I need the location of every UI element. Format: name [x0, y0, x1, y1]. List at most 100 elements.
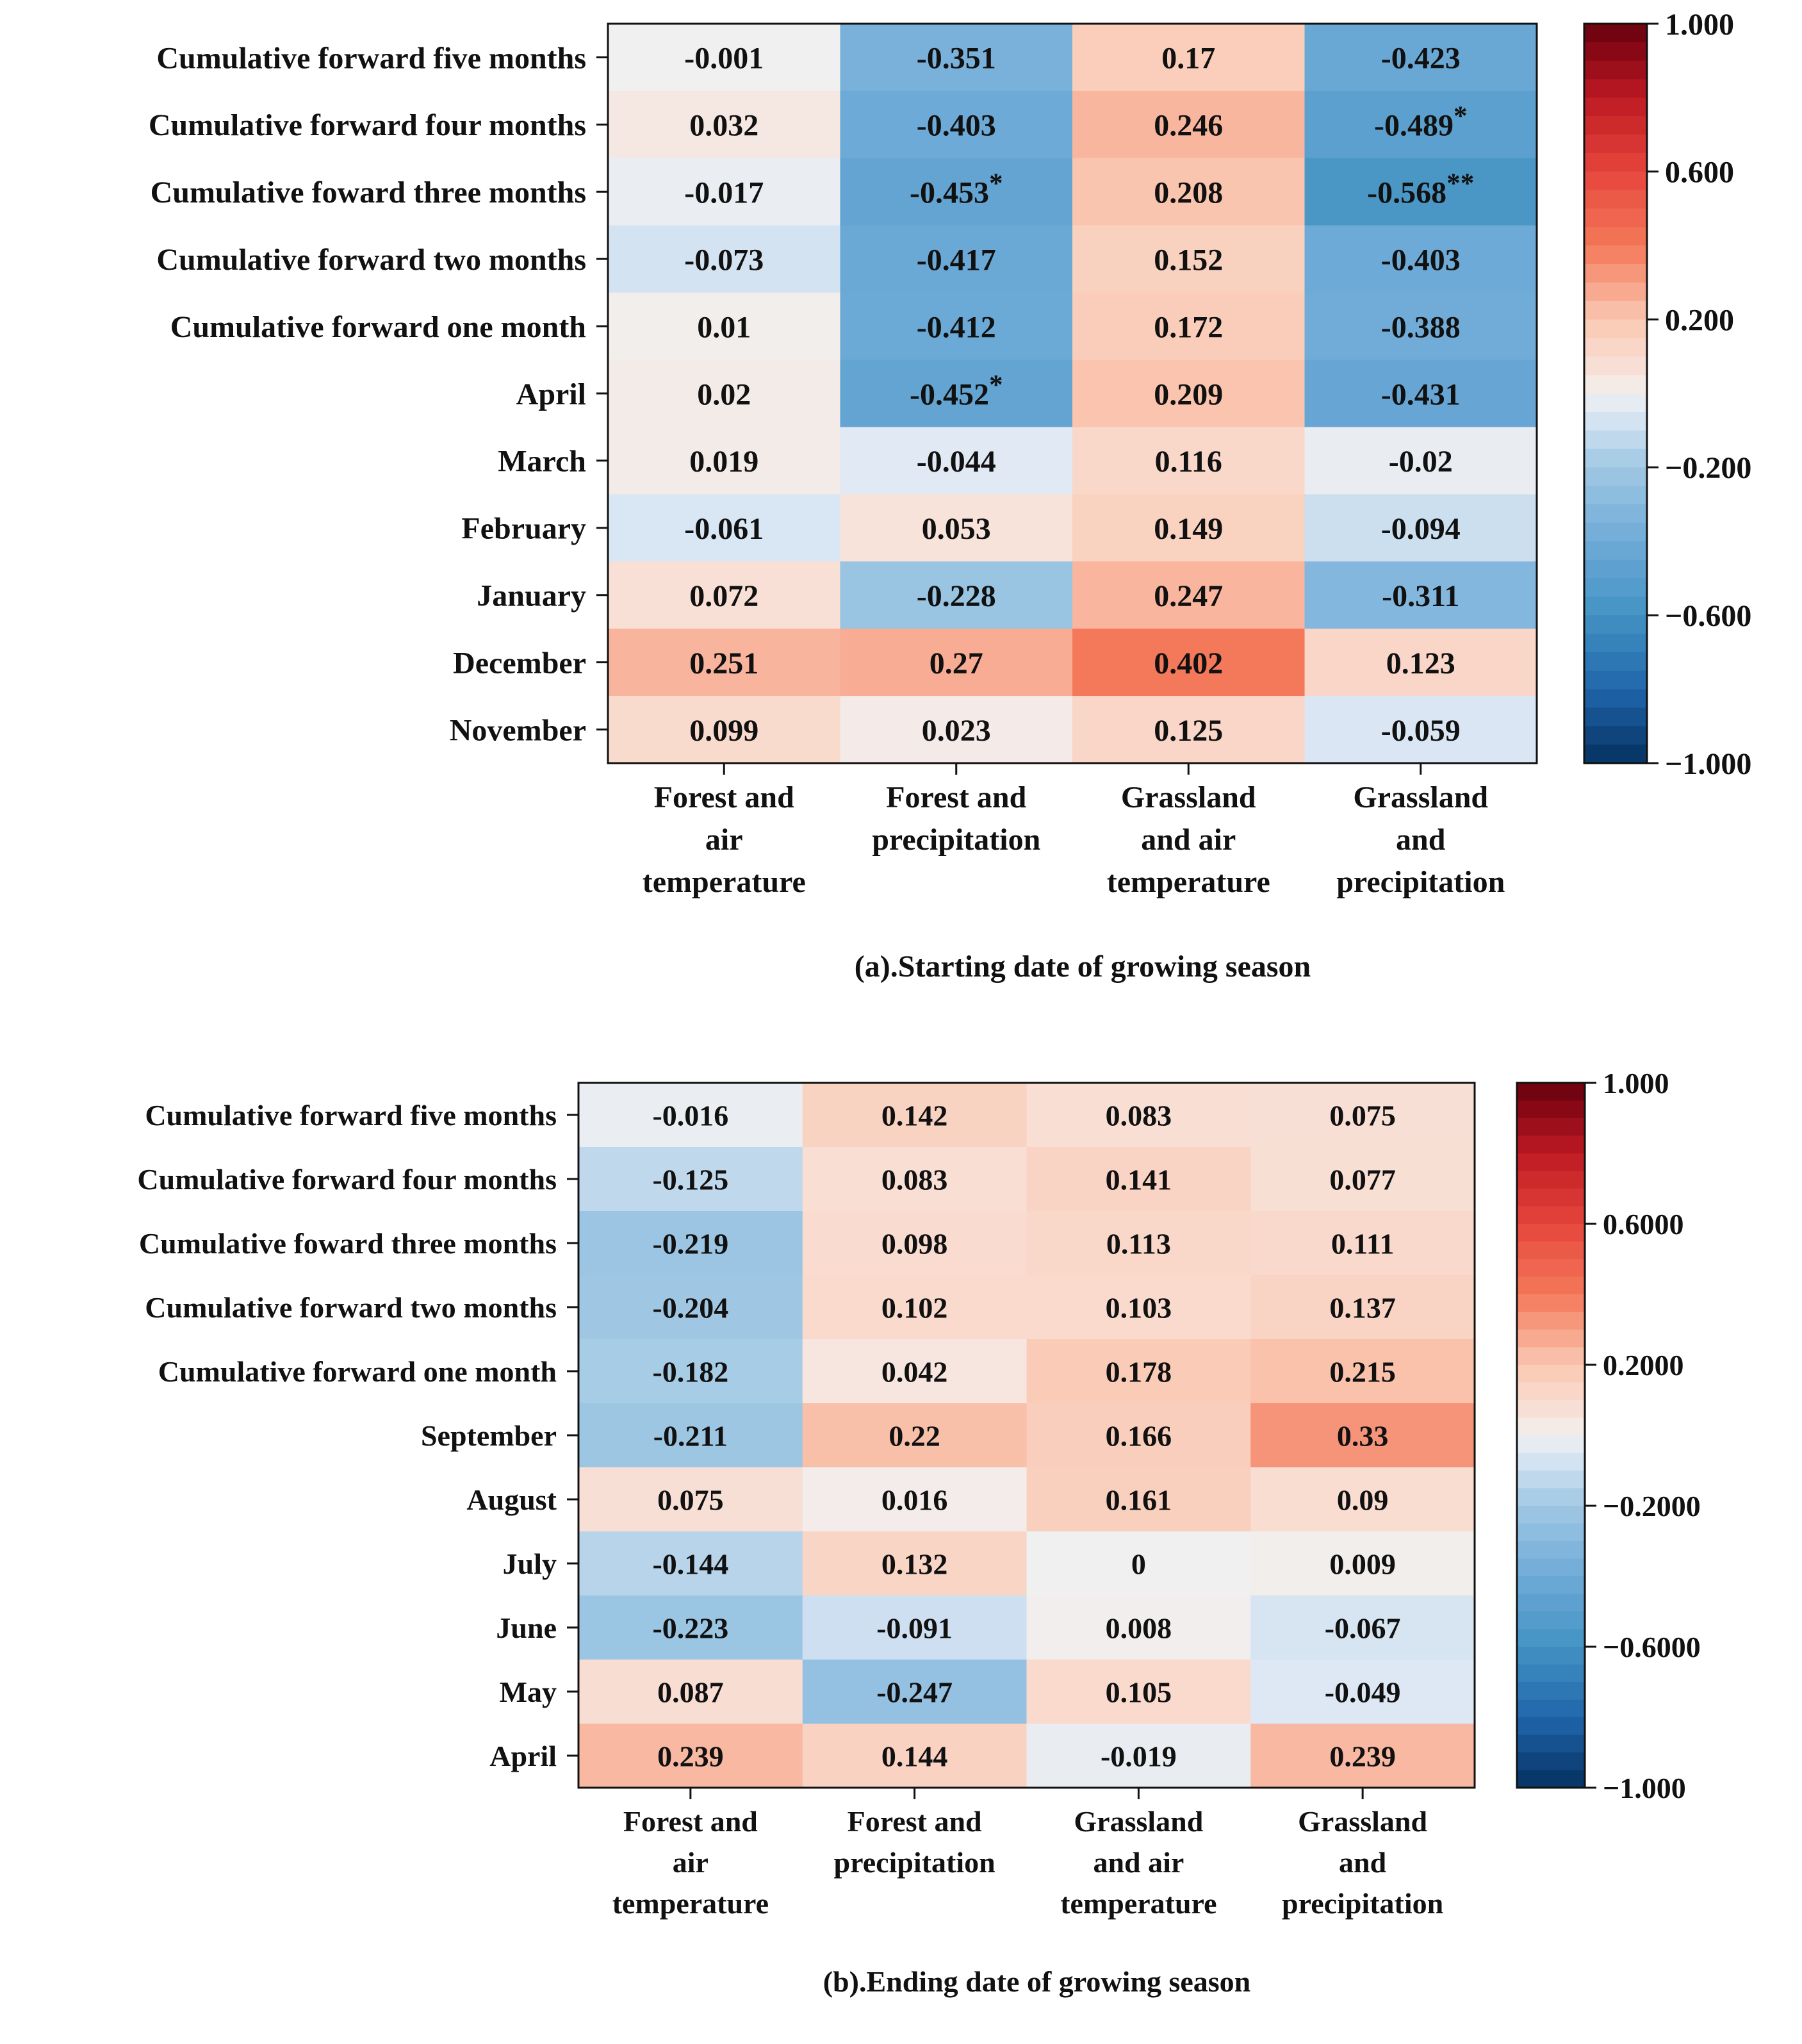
a-cell-label-r2-c2: 0.208	[1154, 176, 1223, 210]
a-colorbar-band-33	[1584, 634, 1647, 653]
a-cell-r4-c2	[1072, 292, 1305, 361]
b-cell-r9-c2	[1026, 1660, 1251, 1724]
b-colorbar-frame	[1516, 1082, 1586, 1789]
b-cell-r3-c0	[578, 1275, 803, 1340]
b-cell-label-r8-c1: -0.091	[876, 1612, 953, 1645]
b-cell-label-r1-c0: -0.125	[652, 1164, 728, 1196]
b-cell-label-r0-c1: 0.142	[881, 1100, 948, 1132]
b-colorbar-band-28	[1517, 1576, 1585, 1595]
b-colorbar-band-5	[1517, 1171, 1585, 1189]
a-colorbar-band-36	[1584, 689, 1647, 709]
b-cell-label-r6-c3: 0.09	[1337, 1484, 1389, 1517]
b-colorbar-band-38	[1517, 1752, 1585, 1771]
a-cell-r1-c0	[608, 90, 840, 159]
b-cell-r8-c2	[1026, 1595, 1251, 1660]
a-colorbar-band-2	[1584, 60, 1647, 80]
b-colorbar-band-20	[1517, 1435, 1585, 1454]
a-cell-r7-c3	[1304, 494, 1537, 562]
b-colorbar-band-27	[1517, 1558, 1585, 1577]
b-cell-label-r2-c0: -0.219	[652, 1228, 728, 1260]
b-col-label-2: Grassland and air temperature	[1060, 1805, 1216, 1920]
a-colorbar-tick-label-4: −0.600	[1665, 599, 1751, 633]
a-cell-r2-c0	[608, 158, 840, 226]
b-row-label-1: Cumulative forward four months	[137, 1163, 557, 1196]
a-cell-r6-c3	[1304, 427, 1537, 495]
b-row-label-9: May	[500, 1676, 557, 1708]
b-colorbar-band-16	[1517, 1365, 1585, 1383]
b-colorbar-band-26	[1517, 1541, 1585, 1560]
b-cell-r6-c2	[1026, 1467, 1251, 1532]
b-colorbar-tick-label-4: −0.6000	[1603, 1631, 1701, 1663]
a-colorbar-frame	[1583, 22, 1648, 764]
a-cell-r3-c0	[608, 225, 840, 293]
a-row-label-3: Cumulative forward two months	[156, 243, 586, 277]
a-cell-label-r10-c0: 0.099	[689, 714, 758, 748]
b-colorbar-band-31	[1517, 1629, 1585, 1647]
a-cell-r1-c1	[840, 90, 1073, 159]
b-cell-r10-c1	[802, 1724, 1027, 1788]
b-row-label-10: April	[489, 1740, 557, 1772]
a-cell-r4-c1	[840, 292, 1073, 361]
a-cell-r7-c0	[608, 494, 840, 562]
b-colorbar-band-13	[1517, 1312, 1585, 1330]
a-cell-label-r7-c1: 0.053	[922, 512, 991, 546]
b-colorbar-tick-label-3: −0.2000	[1603, 1490, 1701, 1522]
a-cell-label-r9-c2: 0.402	[1154, 647, 1223, 680]
b-cell-r6-c3	[1250, 1467, 1475, 1532]
a-cell-label-r8-c0: 0.072	[689, 579, 758, 613]
b-colorbar-band-35	[1517, 1699, 1585, 1718]
b-cell-r9-c3	[1250, 1660, 1475, 1724]
a-cell-label-r9-c0: 0.251	[689, 647, 758, 680]
a-colorbar-tick-label-1: 0.600	[1665, 156, 1734, 190]
b-cell-label-r10-c0: 0.239	[657, 1740, 724, 1773]
a-row-label-10: November	[450, 713, 586, 747]
b-colorbar-tick-label-2: 0.2000	[1603, 1349, 1684, 1381]
a-colorbar-band-6	[1584, 135, 1647, 154]
b-cell-r2-c2	[1026, 1211, 1251, 1276]
a-cell-r1-c3	[1304, 90, 1537, 159]
b-cell-label-r9-c2: 0.105	[1106, 1676, 1172, 1709]
b-cell-r0-c3	[1250, 1083, 1475, 1148]
a-row-label-8: January	[477, 579, 586, 613]
b-cell-label-r9-c3: -0.049	[1325, 1676, 1401, 1709]
a-colorbar-band-10	[1584, 208, 1647, 227]
a-cell-r2-c3	[1304, 158, 1537, 226]
b-row-label-6: August	[466, 1483, 557, 1516]
a-cell-label-r5-c2: 0.209	[1154, 377, 1223, 411]
a-col-label-3: Grassland and precipitation	[1336, 780, 1505, 899]
b-cell-label-r4-c3: 0.215	[1329, 1356, 1396, 1389]
b-cell-r8-c1	[802, 1595, 1027, 1660]
a-cell-r0-c1	[840, 24, 1073, 92]
b-cell-r9-c1	[802, 1660, 1027, 1724]
b-cell-label-r1-c1: 0.083	[881, 1164, 948, 1196]
a-cell-label-r4-c2: 0.172	[1154, 310, 1223, 344]
b-colorbar-band-32	[1517, 1647, 1585, 1665]
a-colorbar-band-38	[1584, 726, 1647, 745]
b-cell-label-r3-c2: 0.103	[1106, 1292, 1172, 1324]
a-cell-label-r3-c1: -0.417	[917, 243, 996, 277]
a-cell-r3-c1	[840, 225, 1073, 293]
a-cell-r9-c2	[1072, 629, 1305, 696]
b-cell-r1-c2	[1026, 1147, 1251, 1212]
a-colorbar-band-12	[1584, 245, 1647, 265]
b-cell-r2-c0	[578, 1211, 803, 1276]
b-colorbar-band-10	[1517, 1259, 1585, 1278]
a-colorbar-band-15	[1584, 301, 1647, 320]
b-colorbar-band-37	[1517, 1735, 1585, 1753]
b-colorbar-band-30	[1517, 1611, 1585, 1630]
b-row-label-5: September	[421, 1419, 557, 1452]
a-colorbar-band-9	[1584, 190, 1647, 210]
a-colorbar-band-30	[1584, 578, 1647, 597]
a-cell-r5-c3	[1304, 359, 1537, 427]
a-colorbar-band-17	[1584, 338, 1647, 357]
b-cell-r4-c1	[802, 1339, 1027, 1404]
a-colorbar-band-8	[1584, 171, 1647, 191]
b-cell-label-r1-c2: 0.141	[1106, 1164, 1172, 1196]
a-cell-r8-c1	[840, 561, 1073, 629]
a-cell-r5-c1	[840, 359, 1073, 427]
b-cell-label-r5-c1: 0.22	[889, 1420, 940, 1453]
a-cell-label-r4-c0: 0.01	[697, 310, 751, 344]
b-colorbar-band-2	[1517, 1118, 1585, 1137]
a-colorbar-band-24	[1584, 467, 1647, 486]
a-cell-label-r8-c2: 0.247	[1154, 579, 1223, 613]
